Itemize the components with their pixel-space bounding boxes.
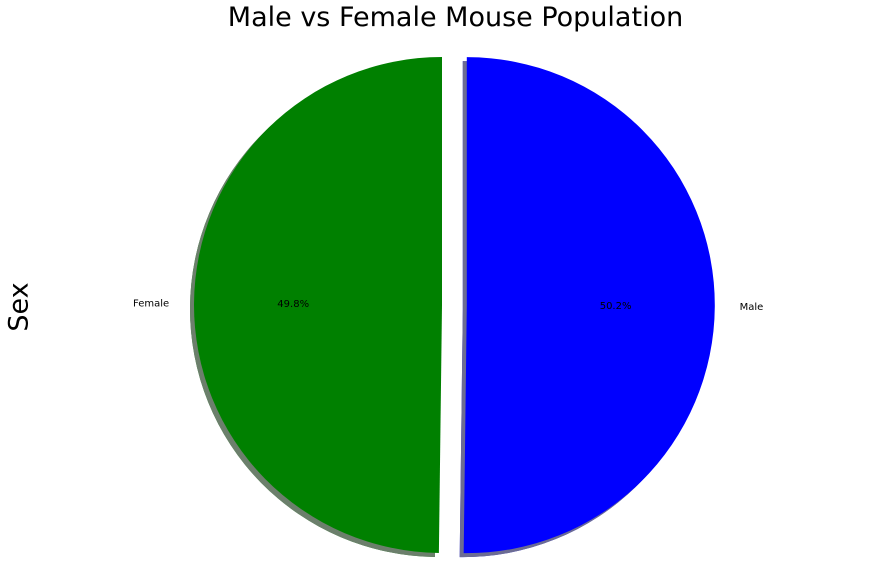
chart-title: Male vs Female Mouse Population: [227, 2, 684, 33]
pie-slice-female: [194, 57, 442, 553]
slice-label-male: Male: [740, 302, 764, 313]
pie-slice-male: [463, 57, 715, 554]
slice-pct-label-male: 50.2%: [600, 301, 632, 312]
slice-pct-label-female: 49.8%: [277, 299, 309, 310]
slice-label-female: Female: [133, 298, 169, 309]
